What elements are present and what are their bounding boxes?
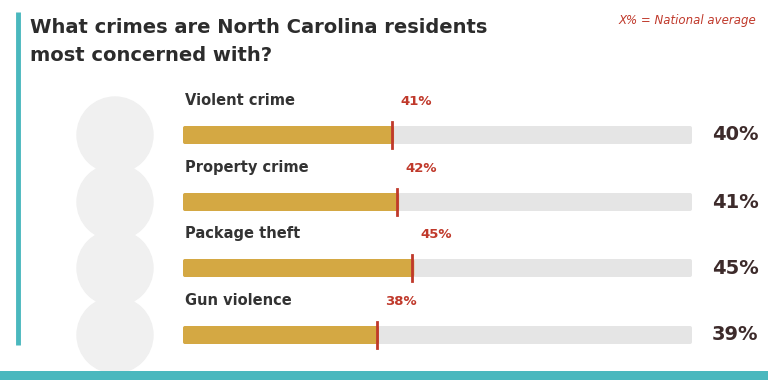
- Text: 39%: 39%: [712, 326, 759, 345]
- FancyBboxPatch shape: [183, 259, 692, 277]
- Text: 38%: 38%: [385, 295, 416, 308]
- Text: 45%: 45%: [420, 228, 452, 241]
- FancyBboxPatch shape: [183, 259, 414, 277]
- FancyBboxPatch shape: [183, 193, 692, 211]
- Text: What crimes are North Carolina residents: What crimes are North Carolina residents: [30, 18, 488, 37]
- Text: X% = National average: X% = National average: [618, 14, 756, 27]
- Text: 40%: 40%: [712, 125, 759, 144]
- Text: most concerned with?: most concerned with?: [30, 46, 272, 65]
- FancyBboxPatch shape: [0, 371, 768, 380]
- Text: Gun violence: Gun violence: [185, 293, 292, 308]
- Text: 41%: 41%: [400, 95, 432, 108]
- FancyBboxPatch shape: [183, 126, 692, 144]
- FancyBboxPatch shape: [183, 193, 399, 211]
- Circle shape: [77, 230, 153, 306]
- Text: 41%: 41%: [712, 193, 759, 212]
- FancyBboxPatch shape: [183, 326, 379, 344]
- Text: Package theft: Package theft: [185, 226, 300, 241]
- Circle shape: [77, 164, 153, 240]
- Circle shape: [77, 97, 153, 173]
- Circle shape: [77, 297, 153, 373]
- Text: 45%: 45%: [712, 258, 759, 277]
- Text: Violent crime: Violent crime: [185, 93, 295, 108]
- Text: 42%: 42%: [405, 162, 436, 175]
- FancyBboxPatch shape: [183, 326, 692, 344]
- Text: Property crime: Property crime: [185, 160, 309, 175]
- FancyBboxPatch shape: [183, 126, 394, 144]
